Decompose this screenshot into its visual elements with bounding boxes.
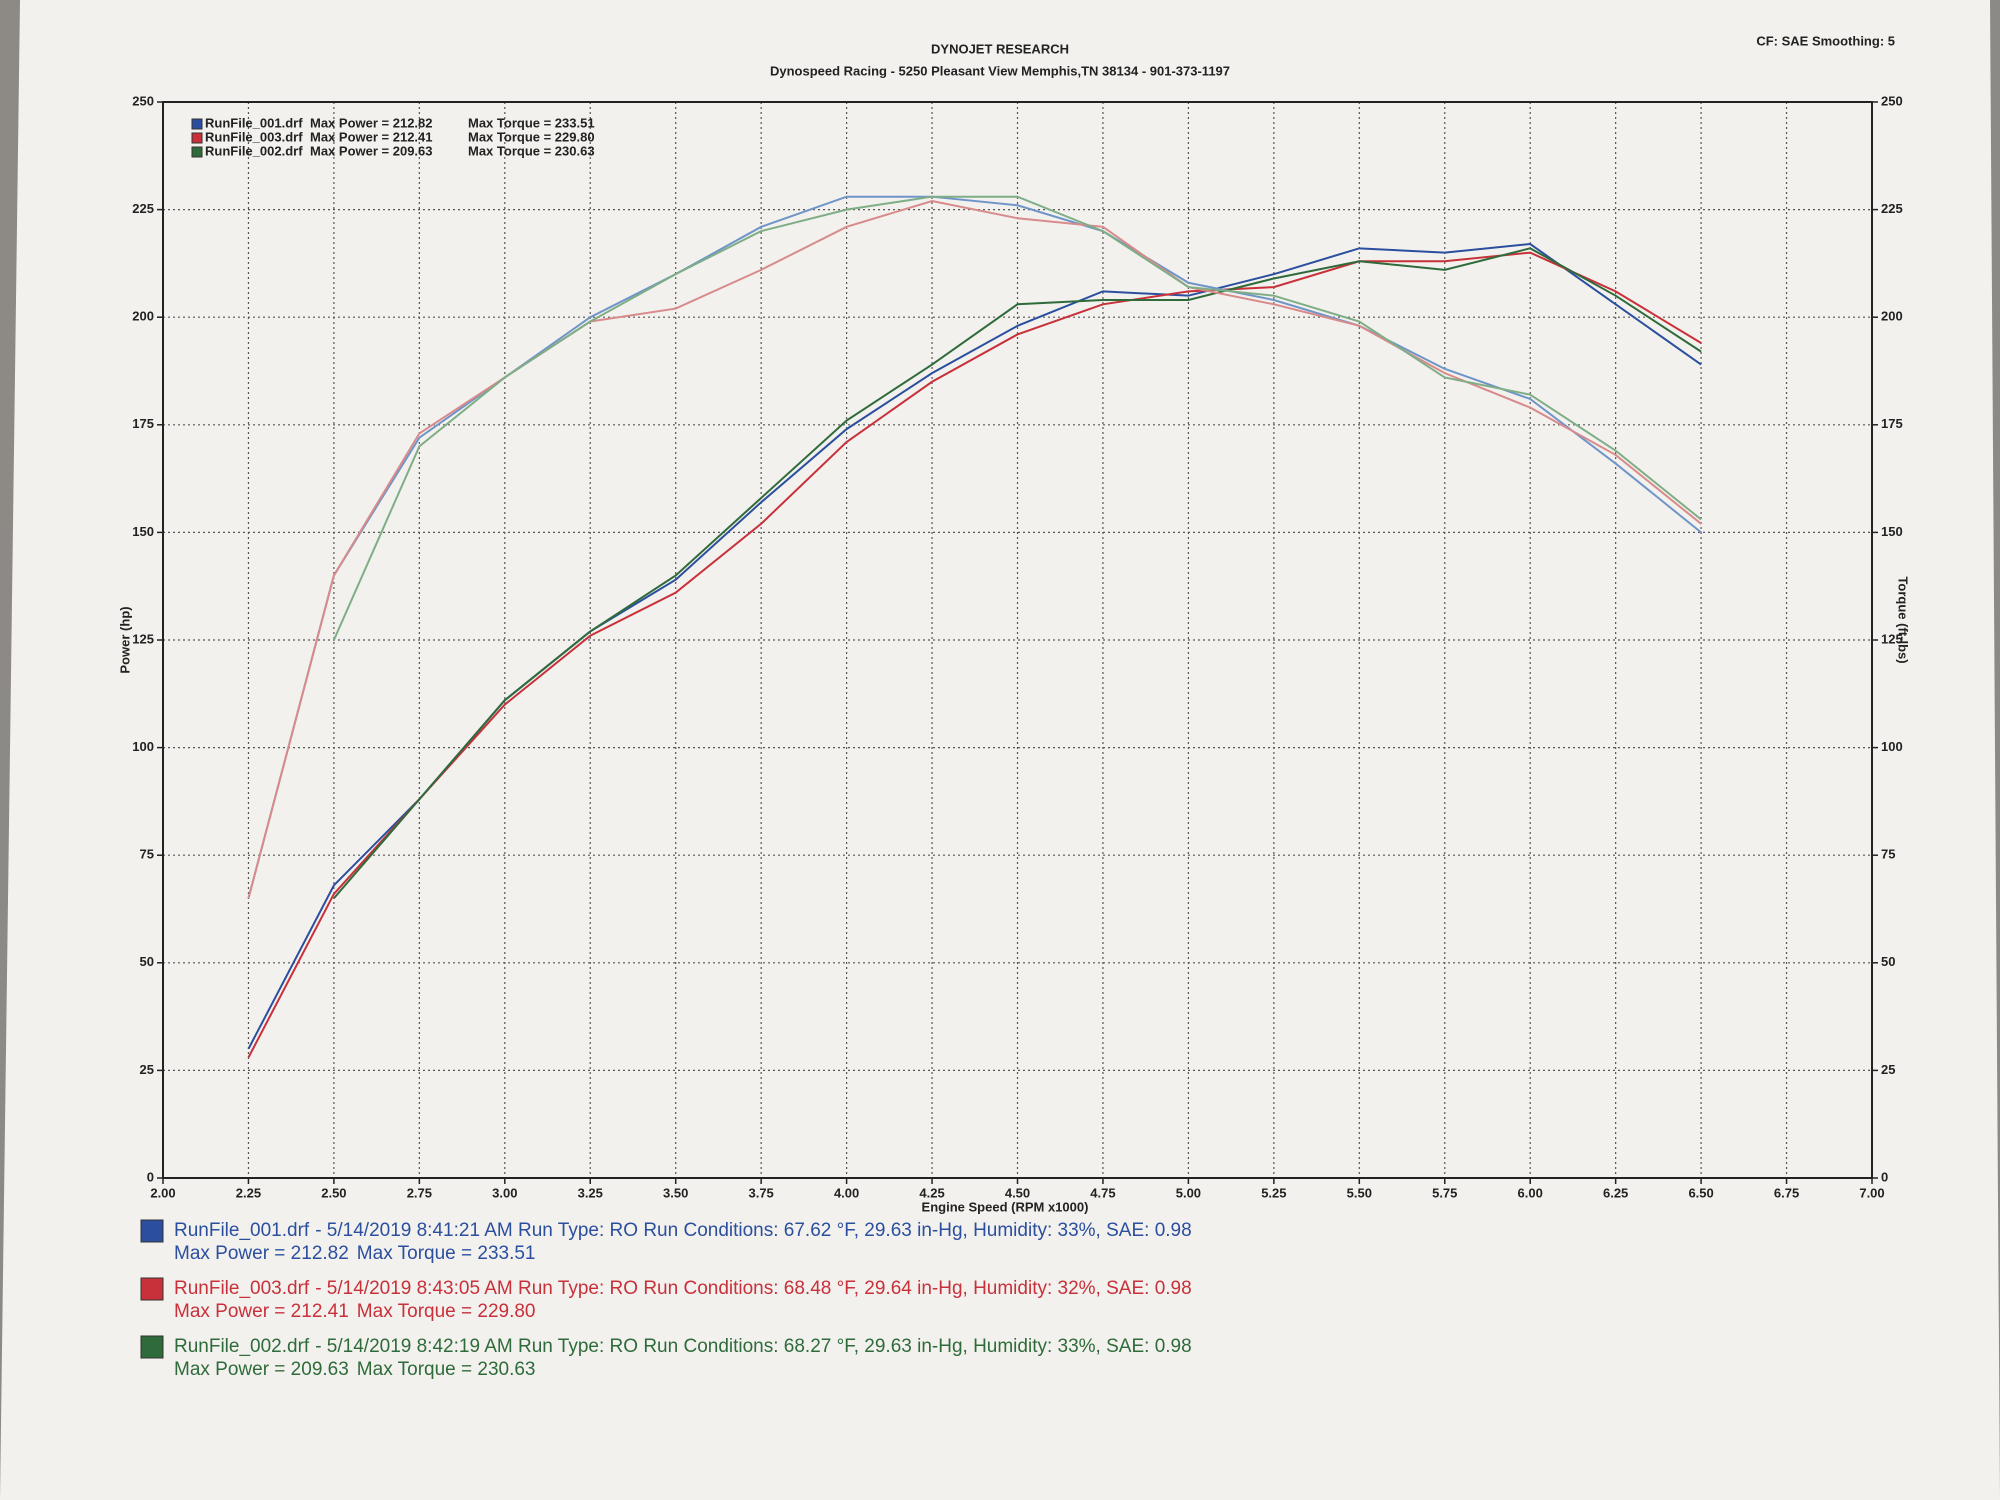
x-tick-label: 4.00 bbox=[834, 1185, 859, 1200]
run-max: Max Power = 212.82 Max Torque = 233.51 bbox=[174, 1243, 536, 1264]
y-tick-label: 50 bbox=[140, 954, 154, 969]
y-tick-label: 0 bbox=[147, 1169, 154, 1184]
power-line bbox=[333, 247, 1702, 899]
legend-max-torque: Max Torque = 230.63 bbox=[468, 143, 595, 158]
x-tick-label: 6.00 bbox=[1518, 1185, 1543, 1200]
legend-max-power: Max Power = 212.41 bbox=[310, 129, 433, 144]
x-tick-label: 5.50 bbox=[1347, 1185, 1372, 1200]
run-max-torque: Max Torque = 230.63 bbox=[357, 1359, 536, 1380]
run-max: Max Power = 209.63 Max Torque = 230.63 bbox=[174, 1359, 536, 1380]
x-tick-label: 2.00 bbox=[150, 1185, 175, 1200]
run-name: RunFile_001.drf bbox=[174, 1220, 310, 1241]
y2-tick-label: 175 bbox=[1881, 416, 1903, 431]
y2-tick-label: 25 bbox=[1881, 1062, 1895, 1077]
x-tick-label: 5.00 bbox=[1176, 1185, 1201, 1200]
torque-line bbox=[247, 199, 1702, 899]
legend-swatch bbox=[191, 118, 203, 130]
x-axis-label: Engine Speed (RPM x1000) bbox=[922, 1199, 1089, 1214]
run-max-torque: Max Torque = 229.80 bbox=[357, 1301, 536, 1322]
y2-tick-label: 100 bbox=[1881, 739, 1903, 754]
legend-max-torque: Max Torque = 229.80 bbox=[468, 129, 595, 144]
torque-line bbox=[332, 195, 1702, 641]
run-swatch bbox=[140, 1277, 164, 1301]
chart-title: DYNOJET RESEARCH bbox=[931, 41, 1069, 56]
x-tick-label: 6.50 bbox=[1688, 1185, 1713, 1200]
x-tick-label: 5.75 bbox=[1432, 1185, 1457, 1200]
run-info: RunFile_003.drf - 5/14/2019 8:43:05 AM Ru… bbox=[174, 1278, 1192, 1299]
run-max-power: Max Power = 209.63 bbox=[174, 1359, 349, 1380]
legend-name: RunFile_003.drf bbox=[205, 129, 303, 144]
y2-tick-label: 125 bbox=[1881, 631, 1903, 646]
run-max-torque: Max Torque = 233.51 bbox=[357, 1243, 536, 1264]
x-tick-label: 2.75 bbox=[407, 1185, 432, 1200]
legend-swatch bbox=[191, 146, 203, 158]
y-tick-label: 175 bbox=[132, 416, 154, 431]
legend-max-torque: Max Torque = 233.51 bbox=[468, 115, 595, 130]
run-conditions: - 5/14/2019 8:42:19 AM Run Type: RO Run … bbox=[315, 1336, 1191, 1357]
legend-swatch bbox=[191, 132, 203, 144]
run-swatch bbox=[140, 1219, 164, 1243]
legend-name: RunFile_002.drf bbox=[205, 143, 303, 158]
y-tick-label: 225 bbox=[132, 201, 154, 216]
legend-max-power: Max Power = 212.82 bbox=[310, 115, 433, 130]
power-line bbox=[247, 251, 1702, 1058]
x-tick-label: 3.75 bbox=[748, 1185, 773, 1200]
x-tick-label: 6.25 bbox=[1603, 1185, 1628, 1200]
y2-tick-label: 75 bbox=[1881, 847, 1895, 862]
y-tick-label: 25 bbox=[140, 1062, 154, 1077]
y-tick-label: 250 bbox=[132, 93, 154, 108]
run-conditions: - 5/14/2019 8:41:21 AM Run Type: RO Run … bbox=[315, 1220, 1191, 1241]
y-tick-label: 200 bbox=[132, 309, 154, 324]
run-swatch bbox=[140, 1335, 164, 1359]
x-tick-label: 4.50 bbox=[1005, 1185, 1030, 1200]
y-tick-label: 150 bbox=[132, 524, 154, 539]
run-conditions: - 5/14/2019 8:43:05 AM Run Type: RO Run … bbox=[315, 1278, 1191, 1299]
y-tick-label: 75 bbox=[140, 847, 154, 862]
x-tick-label: 5.25 bbox=[1261, 1185, 1286, 1200]
x-tick-label: 3.50 bbox=[663, 1185, 688, 1200]
chart-subtitle: Dynospeed Racing - 5250 Pleasant View Me… bbox=[770, 63, 1230, 78]
x-tick-label: 2.25 bbox=[236, 1185, 261, 1200]
y-tick-label: 100 bbox=[132, 739, 154, 754]
x-tick-label: 6.75 bbox=[1774, 1185, 1799, 1200]
x-tick-label: 3.25 bbox=[578, 1185, 603, 1200]
x-tick-label: 2.50 bbox=[321, 1185, 346, 1200]
x-tick-label: 3.00 bbox=[492, 1185, 517, 1200]
x-tick-label: 4.75 bbox=[1090, 1185, 1115, 1200]
run-name: RunFile_003.drf bbox=[174, 1278, 310, 1299]
run-name: RunFile_002.drf bbox=[174, 1336, 310, 1357]
y2-axis-label: Torque (ft-lbs) bbox=[1896, 576, 1911, 663]
legend-max-power: Max Power = 209.63 bbox=[310, 143, 433, 158]
corner-note: CF: SAE Smoothing: 5 bbox=[1756, 33, 1895, 48]
x-tick-label: 4.25 bbox=[919, 1185, 944, 1200]
y2-tick-label: 250 bbox=[1881, 93, 1903, 108]
y2-tick-label: 225 bbox=[1881, 201, 1903, 216]
run-info: RunFile_001.drf - 5/14/2019 8:41:21 AM Ru… bbox=[174, 1220, 1192, 1241]
legend-name: RunFile_001.drf bbox=[205, 115, 303, 130]
run-max-power: Max Power = 212.82 bbox=[174, 1243, 349, 1264]
y-axis-label: Power (hp) bbox=[117, 606, 132, 673]
y2-tick-label: 50 bbox=[1881, 954, 1895, 969]
plot-frame bbox=[162, 101, 1873, 1179]
y2-tick-label: 200 bbox=[1881, 309, 1903, 324]
run-info: RunFile_002.drf - 5/14/2019 8:42:19 AM Ru… bbox=[174, 1336, 1192, 1357]
y2-tick-label: 0 bbox=[1881, 1169, 1888, 1184]
x-tick-label: 7.00 bbox=[1859, 1185, 1884, 1200]
run-max: Max Power = 212.41 Max Torque = 229.80 bbox=[174, 1301, 536, 1322]
run-max-power: Max Power = 212.41 bbox=[174, 1301, 349, 1322]
y2-tick-label: 150 bbox=[1881, 524, 1903, 539]
y-tick-label: 125 bbox=[132, 631, 154, 646]
